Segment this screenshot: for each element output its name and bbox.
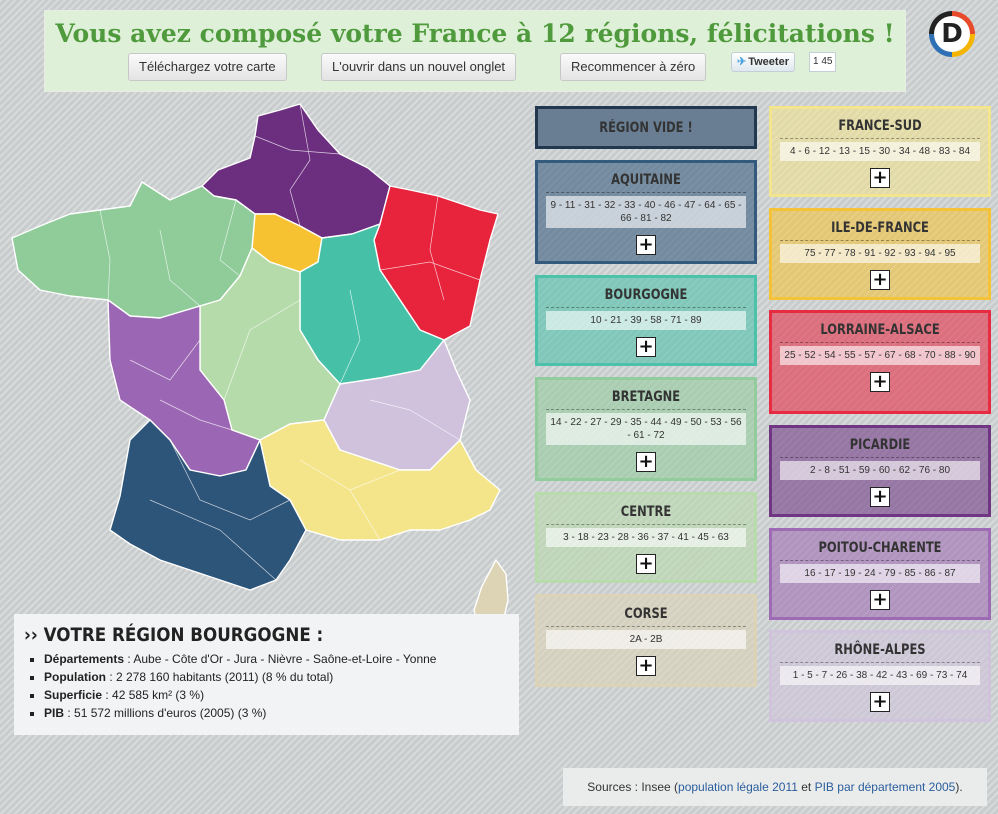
region-box-divider [546,307,746,308]
region-box-divider [780,342,980,343]
region-box-name: LORRAINE-ALSACE [820,322,940,338]
region-box-name: BRETAGNE [611,389,681,405]
info-value: : 2 278 160 habitants (2011) (8 % du tot… [106,670,334,684]
region-box-name: PICARDIE [849,437,911,453]
region-box-rh-ne-alpes[interactable]: RHÔNE-ALPES 1 - 5 - 7 - 26 - 38 - 42 - 43… [769,630,991,722]
region-box-departements: 2 - 8 - 51 - 59 - 60 - 62 - 76 - 80 [780,461,980,480]
region-aquitaine-shape[interactable] [109,419,307,591]
region-box-corse[interactable]: CORSE 2A - 2B + [535,594,757,687]
sources-suffix: ). [955,780,963,794]
region-box-name: CENTRE [620,504,672,520]
region-bretagne-shape[interactable] [11,181,256,319]
site-logo[interactable]: D [929,11,975,57]
tweet-label: Tweeter [748,56,789,68]
add-to-region-plus-icon[interactable]: + [636,452,656,472]
sources-middle: et [797,780,815,794]
region-box-name: POITOU-CHARENTE [818,540,942,556]
region-france-sud-shape[interactable] [259,419,501,541]
add-to-region-plus-icon[interactable]: + [870,372,890,392]
region-box-name: BOURGOGNE [604,287,688,303]
add-to-region-plus-icon[interactable]: + [636,554,656,574]
tweet-count: 1 45 [809,52,837,72]
info-label: PIB [44,706,65,720]
region-box-divider [546,409,746,410]
pib-source-link[interactable]: PIB par département 2005 [814,780,956,794]
sources-footer: Sources : Insee (population légale 2011 … [563,768,987,806]
region-box-departements: 1 - 5 - 7 - 26 - 38 - 42 - 43 - 69 - 73 … [780,666,980,685]
add-to-region-plus-icon[interactable]: + [870,168,890,188]
region-box-divider [780,138,980,139]
logo-letter: D [934,16,970,52]
region-box-name: CORSE [624,606,668,622]
region-box-centre[interactable]: CENTRE 3 - 18 - 23 - 28 - 36 - 37 - 41 - … [535,492,757,583]
add-to-region-plus-icon[interactable]: + [636,656,656,676]
region-box-divider [780,457,980,458]
region-box-divider [546,524,746,525]
region-box-aquitaine[interactable]: AQUITAINE 9 - 11 - 31 - 32 - 33 - 40 - 46… [535,160,757,264]
region-box-name: ILE-DE-FRANCE [831,220,929,236]
info-label: Population [44,670,106,684]
header-banner: Vous avez composé votre France à 12 régi… [44,10,906,92]
region-box-departements: 14 - 22 - 27 - 29 - 35 - 44 - 49 - 50 - … [546,413,746,445]
region-box-departements: 25 - 52 - 54 - 55 - 57 - 67 - 68 - 70 - … [780,346,980,365]
reset-button[interactable]: Recommencer à zéro [560,53,707,81]
region-box-departements: 2A - 2B [546,630,746,649]
info-value: : 42 585 km² (3 %) [102,688,205,702]
info-label: Départements [44,652,125,666]
region-box-name: FRANCE-SUD [838,118,922,134]
info-item-population: Population : 2 278 160 habitants (2011) … [44,668,436,686]
region-box-divider [780,240,980,241]
info-item-departements: Départements : Aube - Côte d'Or - Jura -… [44,650,436,668]
region-box-bourgogne[interactable]: BOURGOGNE 10 - 21 - 39 - 58 - 71 - 89 + [535,275,757,366]
region-box-france-sud[interactable]: FRANCE-SUD 4 - 6 - 12 - 13 - 15 - 30 - 34… [769,106,991,197]
population-source-link[interactable]: population légale 2011 [678,780,798,794]
region-box-divider [780,662,980,663]
region-box-name: RÉGION VIDE ! [599,120,693,136]
info-value: : 51 572 millions d'euros (2005) (3 %) [64,706,267,720]
add-to-region-plus-icon[interactable]: + [870,590,890,610]
region-box-departements: 16 - 17 - 19 - 24 - 79 - 85 - 86 - 87 [780,564,980,583]
region-box-name: RHÔNE-ALPES [834,642,926,658]
add-to-region-plus-icon[interactable]: + [870,270,890,290]
region-box-ile-de-france[interactable]: ILE-DE-FRANCE 75 - 77 - 78 - 91 - 92 - 93… [769,208,991,300]
region-box-departements: 75 - 77 - 78 - 91 - 92 - 93 - 94 - 95 [780,244,980,263]
region-box-departements: 4 - 6 - 12 - 13 - 15 - 30 - 34 - 48 - 83… [780,142,980,161]
add-to-region-plus-icon[interactable]: + [636,337,656,357]
info-label: Superficie [44,688,103,702]
region-box-name: AQUITAINE [611,172,681,188]
add-to-region-plus-icon[interactable]: + [636,235,656,255]
region-box-lorraine-alsace[interactable]: LORRAINE-ALSACE 25 - 52 - 54 - 55 - 57 - … [769,310,991,414]
region-box-divider [546,192,746,193]
info-value: : Aube - Côte d'Or - Jura - Nièvre - Saô… [124,652,437,666]
add-to-region-plus-icon[interactable]: + [870,487,890,507]
info-title: ›› VOTRE RÉGION BOURGOGNE : [24,624,324,646]
open-new-tab-button[interactable]: L'ouvrir dans un nouvel onglet [321,53,517,81]
region-box-picardie[interactable]: PICARDIE 2 - 8 - 51 - 59 - 60 - 62 - 76 -… [769,425,991,517]
region-info-panel: ›› VOTRE RÉGION BOURGOGNE : Départements… [14,614,519,735]
info-item-superficie: Superficie : 42 585 km² (3 %) [44,686,436,704]
region-box-divider [780,560,980,561]
region-box-r-gion-vide[interactable]: RÉGION VIDE ! [535,106,757,149]
twitter-bird-icon: ✈ [737,56,747,68]
region-box-departements: 3 - 18 - 23 - 28 - 36 - 37 - 41 - 45 - 6… [546,528,746,547]
region-box-departements: 10 - 21 - 39 - 58 - 71 - 89 [546,311,746,330]
region-box-bretagne[interactable]: BRETAGNE 14 - 22 - 27 - 29 - 35 - 44 - 49… [535,377,757,481]
info-item-pib: PIB : 51 572 millions d'euros (2005) (3 … [44,704,436,722]
tweet-button[interactable]: ✈ Tweeter [731,52,795,72]
region-box-divider [546,626,746,627]
region-box-poitou-charente[interactable]: POITOU-CHARENTE 16 - 17 - 19 - 24 - 79 - … [769,528,991,620]
info-list: Départements : Aube - Côte d'Or - Jura -… [24,650,436,722]
download-map-button[interactable]: Téléchargez votre carte [128,53,287,81]
page-title: Vous avez composé votre France à 12 régi… [55,19,895,48]
france-map [11,103,509,645]
region-box-departements: 9 - 11 - 31 - 32 - 33 - 40 - 46 - 47 - 6… [546,196,746,228]
add-to-region-plus-icon[interactable]: + [870,692,890,712]
sources-prefix: Sources : Insee ( [587,780,679,794]
